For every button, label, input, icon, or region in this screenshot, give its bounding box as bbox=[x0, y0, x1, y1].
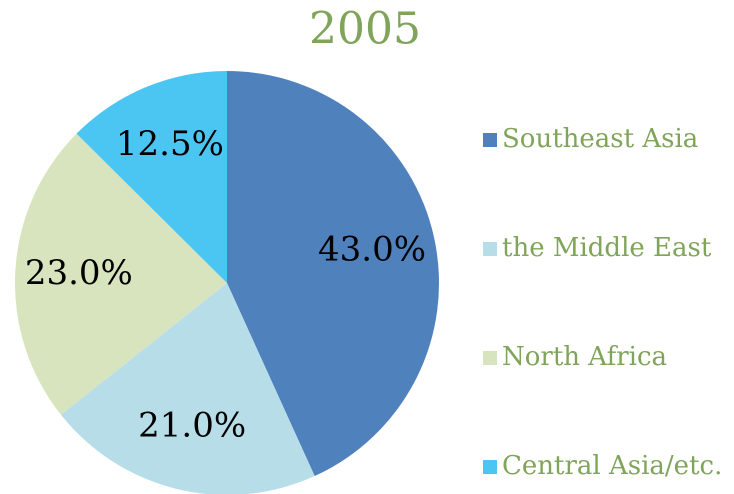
legend-label: the Middle East bbox=[502, 233, 712, 263]
legend-label: North Africa bbox=[502, 342, 667, 372]
legend-swatch bbox=[483, 460, 497, 474]
chart-title: 2005 bbox=[309, 4, 421, 55]
pie-slice bbox=[227, 71, 440, 477]
pie-slice bbox=[14, 133, 228, 415]
pie-slice bbox=[60, 283, 315, 494]
pie-slice bbox=[76, 71, 227, 283]
legend-label: Southeast Asia bbox=[502, 124, 698, 154]
value-label: 21.0% bbox=[138, 405, 246, 445]
value-label: 23.0% bbox=[25, 253, 133, 293]
legend-swatch bbox=[483, 133, 497, 147]
legend-label: Central Asia/etc. bbox=[502, 451, 722, 481]
value-label: 43.0% bbox=[318, 230, 426, 270]
legend-swatch bbox=[483, 351, 497, 365]
legend-swatch bbox=[483, 242, 497, 256]
value-label: 12.5% bbox=[116, 124, 224, 164]
